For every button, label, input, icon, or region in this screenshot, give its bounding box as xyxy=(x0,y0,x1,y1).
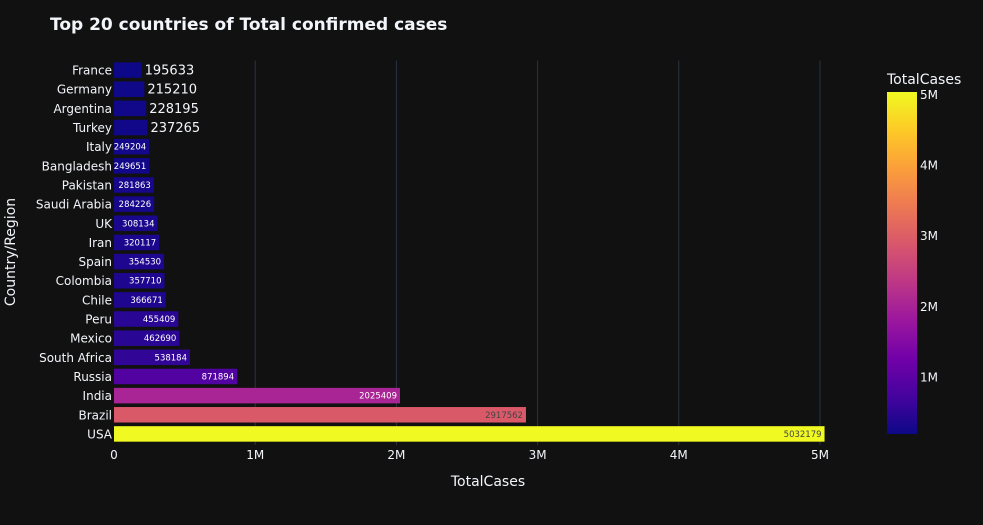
bar xyxy=(114,330,180,346)
colorbar-title: TotalCases xyxy=(886,72,961,88)
y-tick-label: Argentina xyxy=(53,102,112,116)
bar xyxy=(114,62,142,78)
y-axis-title: Country/Region xyxy=(3,198,19,306)
bar xyxy=(114,368,238,385)
data-label: 462690 xyxy=(144,334,176,344)
y-tick-label: Pakistan xyxy=(62,178,112,192)
y-tick-label: Mexico xyxy=(70,332,112,346)
y-tick-label: Brazil xyxy=(79,408,113,422)
bar xyxy=(114,407,526,423)
x-tick-label: 5M xyxy=(811,448,829,462)
y-tick-label: UK xyxy=(95,217,113,231)
bar xyxy=(114,158,150,174)
y-tick-label: France xyxy=(72,64,112,78)
bar xyxy=(114,426,825,442)
y-tick-label: Russia xyxy=(73,370,112,384)
y-tick-label: India xyxy=(83,389,112,403)
bar xyxy=(114,234,160,251)
x-tick-label: 2M xyxy=(387,448,405,462)
bar xyxy=(114,215,158,232)
bar xyxy=(114,81,145,97)
y-tick-label: Italy xyxy=(86,140,112,154)
data-label: 281863 xyxy=(118,181,150,191)
data-label: 5032179 xyxy=(784,430,822,440)
x-tick-label: 4M xyxy=(670,448,688,462)
colorbar-ticks: 1M 2M 3M 4M 5M xyxy=(920,88,938,385)
y-tick-label: Saudi Arabia xyxy=(36,198,112,212)
bar xyxy=(114,349,190,366)
data-label: 357710 xyxy=(129,277,161,287)
bar xyxy=(114,311,179,327)
x-tick-label: 0 xyxy=(110,448,118,462)
data-label: 2917562 xyxy=(485,411,523,421)
data-label: 366671 xyxy=(130,296,162,306)
bar xyxy=(114,272,165,289)
colorbar xyxy=(887,92,917,434)
x-tick-label: 1M xyxy=(246,448,264,462)
bar xyxy=(114,387,400,404)
bar xyxy=(114,100,147,117)
bar xyxy=(114,292,166,308)
y-tick-label: Peru xyxy=(85,313,112,327)
data-label: 308134 xyxy=(122,219,154,229)
bar xyxy=(114,177,154,193)
y-tick-label: South Africa xyxy=(39,351,112,365)
y-tick-label: Bangladesh xyxy=(42,159,112,173)
data-label: 538184 xyxy=(155,353,187,363)
y-tick-label: Iran xyxy=(89,236,112,250)
x-axis-title: TotalCases xyxy=(450,474,525,490)
y-tick-label: Germany xyxy=(57,83,112,97)
x-tick-label: 3M xyxy=(529,448,547,462)
y-tick-label: Chile xyxy=(82,293,112,307)
data-label: 871894 xyxy=(202,372,234,382)
y-tick-labels: France Germany Argentina Turkey Italy Banglad… xyxy=(36,64,113,442)
data-label: 249651 xyxy=(114,162,146,172)
bar xyxy=(114,253,165,270)
colorbar-tick-label: 5M xyxy=(920,88,938,102)
bars: 195633 215210 228195 237265 249204 249651 2818… xyxy=(114,62,825,442)
y-tick-label: USA xyxy=(87,427,113,441)
data-label: 354530 xyxy=(129,258,161,268)
y-tick-label: Turkey xyxy=(72,121,112,135)
colorbar-tick-label: 3M xyxy=(920,229,938,243)
bar xyxy=(114,196,155,212)
x-tick-labels: 0 1M 2M 3M 4M 5M xyxy=(110,448,829,462)
bar xyxy=(114,119,148,136)
data-label: 320117 xyxy=(124,238,156,248)
data-label: 237265 xyxy=(151,121,201,136)
y-tick-label: Spain xyxy=(78,255,112,269)
colorbar-tick-label: 4M xyxy=(920,158,938,172)
chart-title: Top 20 countries of Total confirmed case… xyxy=(50,15,447,35)
bar xyxy=(114,138,150,155)
y-tick-label: Colombia xyxy=(56,274,112,288)
gridlines xyxy=(254,60,821,445)
data-label: 284226 xyxy=(119,200,151,210)
colorbar-tick-label: 2M xyxy=(920,300,938,314)
data-label: 455409 xyxy=(143,315,175,325)
data-label: 195633 xyxy=(145,64,195,79)
data-label: 249204 xyxy=(114,143,146,153)
data-label: 228195 xyxy=(149,102,199,117)
data-label: 2025409 xyxy=(359,392,397,402)
data-label: 215210 xyxy=(147,83,197,98)
colorbar-tick-label: 1M xyxy=(920,371,938,385)
